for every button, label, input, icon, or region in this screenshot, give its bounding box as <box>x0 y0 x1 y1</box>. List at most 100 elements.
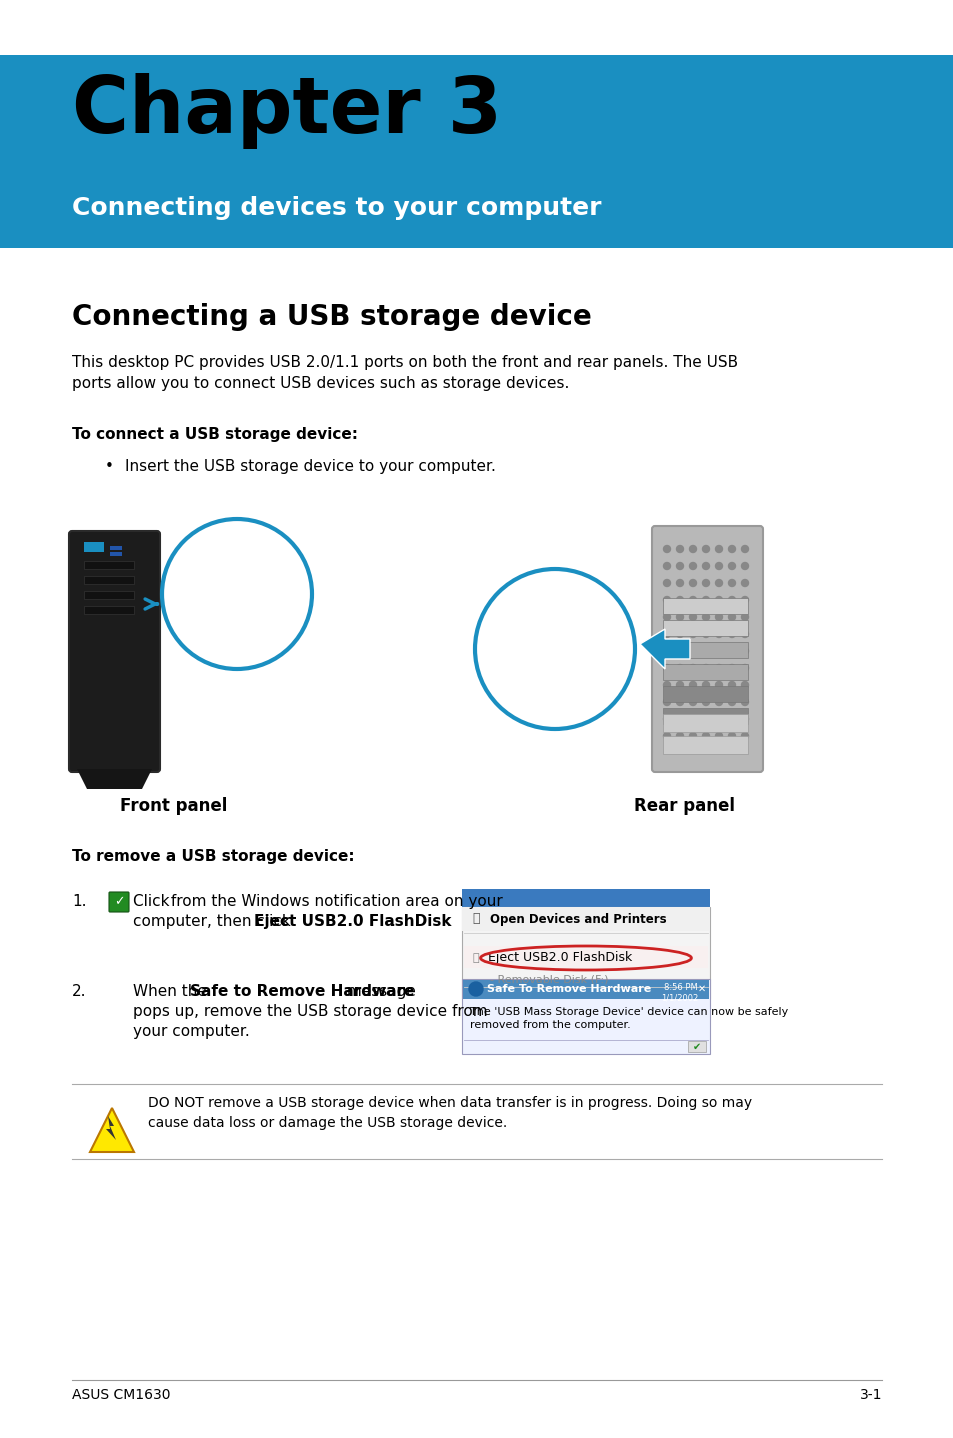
Circle shape <box>740 580 748 587</box>
Circle shape <box>715 597 721 604</box>
Bar <box>461 985 709 1001</box>
Bar <box>207 605 229 614</box>
Circle shape <box>689 732 696 739</box>
Text: When the: When the <box>132 984 212 999</box>
Circle shape <box>662 699 670 706</box>
Text: from the Windows notification area on your: from the Windows notification area on yo… <box>166 894 502 909</box>
Polygon shape <box>530 628 579 647</box>
Circle shape <box>715 614 721 621</box>
Circle shape <box>701 682 709 689</box>
Circle shape <box>676 732 682 739</box>
FancyBboxPatch shape <box>651 526 762 772</box>
Bar <box>84 542 104 552</box>
Bar <box>662 620 747 636</box>
Circle shape <box>662 562 670 569</box>
Circle shape <box>662 647 670 654</box>
Circle shape <box>701 580 709 587</box>
Circle shape <box>689 682 696 689</box>
Text: pops up, remove the USB storage device from: pops up, remove the USB storage device f… <box>132 1004 487 1020</box>
Text: 2.: 2. <box>71 984 87 999</box>
Circle shape <box>676 682 682 689</box>
Circle shape <box>701 562 709 569</box>
Circle shape <box>676 716 682 722</box>
Bar <box>84 561 133 569</box>
Bar <box>0 55 953 247</box>
Text: The 'USB Mass Storage Device' device can now be safely
removed from the computer: The 'USB Mass Storage Device' device can… <box>470 1007 787 1030</box>
Circle shape <box>662 664 670 672</box>
Bar <box>84 605 133 614</box>
Circle shape <box>701 647 709 654</box>
Circle shape <box>728 614 735 621</box>
Circle shape <box>740 597 748 604</box>
Circle shape <box>728 562 735 569</box>
Bar <box>461 979 709 1054</box>
Text: This desktop PC provides USB 2.0/1.1 ports on both the front and rear panels. Th: This desktop PC provides USB 2.0/1.1 por… <box>71 355 738 391</box>
Bar <box>535 667 550 679</box>
Text: Click: Click <box>132 894 174 909</box>
FancyBboxPatch shape <box>109 892 129 912</box>
Circle shape <box>676 664 682 672</box>
Circle shape <box>728 597 735 604</box>
Circle shape <box>715 562 721 569</box>
Circle shape <box>689 664 696 672</box>
Circle shape <box>701 614 709 621</box>
Circle shape <box>740 562 748 569</box>
Circle shape <box>728 732 735 739</box>
Circle shape <box>162 519 312 669</box>
Circle shape <box>715 716 721 722</box>
Circle shape <box>715 664 721 672</box>
Circle shape <box>701 664 709 672</box>
Circle shape <box>740 732 748 739</box>
Text: Connecting devices to your computer: Connecting devices to your computer <box>71 196 601 220</box>
Bar <box>110 546 122 549</box>
Circle shape <box>728 682 735 689</box>
Text: Front panel: Front panel <box>120 797 228 815</box>
Text: Eject USB2.0 FlashDisk: Eject USB2.0 FlashDisk <box>253 915 451 929</box>
Circle shape <box>728 647 735 654</box>
Circle shape <box>689 699 696 706</box>
Circle shape <box>676 562 682 569</box>
Circle shape <box>689 580 696 587</box>
Text: Rear panel: Rear panel <box>634 797 735 815</box>
Polygon shape <box>639 628 689 669</box>
Text: 3-1: 3-1 <box>859 1388 882 1402</box>
Circle shape <box>662 732 670 739</box>
Circle shape <box>701 545 709 552</box>
Circle shape <box>665 988 676 998</box>
Circle shape <box>701 716 709 722</box>
Circle shape <box>715 699 721 706</box>
Circle shape <box>676 614 682 621</box>
Polygon shape <box>90 1109 133 1152</box>
Circle shape <box>676 580 682 587</box>
Text: Insert the USB storage device to your computer.: Insert the USB storage device to your co… <box>125 459 496 475</box>
Circle shape <box>662 597 670 604</box>
FancyBboxPatch shape <box>69 531 160 772</box>
Circle shape <box>701 597 709 604</box>
Bar <box>662 707 747 723</box>
Circle shape <box>715 732 721 739</box>
Text: Open Devices and Printers: Open Devices and Printers <box>490 913 666 926</box>
Text: Connecting a USB storage device: Connecting a USB storage device <box>71 303 591 331</box>
Circle shape <box>662 580 670 587</box>
Circle shape <box>728 716 735 722</box>
Text: Safe To Remove Hardware: Safe To Remove Hardware <box>486 984 651 994</box>
Circle shape <box>728 545 735 552</box>
Text: your computer.: your computer. <box>132 1024 250 1040</box>
FancyBboxPatch shape <box>223 526 249 587</box>
Bar <box>662 715 747 732</box>
Text: 1.: 1. <box>71 894 87 909</box>
Text: i: i <box>474 984 477 994</box>
Circle shape <box>662 716 670 722</box>
Circle shape <box>701 630 709 637</box>
Circle shape <box>715 545 721 552</box>
Text: ✔: ✔ <box>692 1043 700 1053</box>
Circle shape <box>681 988 691 998</box>
Circle shape <box>715 630 721 637</box>
Text: 8:56 PM
1/1/2002: 8:56 PM 1/1/2002 <box>660 984 698 1002</box>
Circle shape <box>740 664 748 672</box>
Circle shape <box>475 569 635 729</box>
Bar <box>207 592 229 600</box>
Polygon shape <box>77 769 152 789</box>
Circle shape <box>715 580 721 587</box>
Text: Safe to Remove Hardware: Safe to Remove Hardware <box>190 984 414 999</box>
